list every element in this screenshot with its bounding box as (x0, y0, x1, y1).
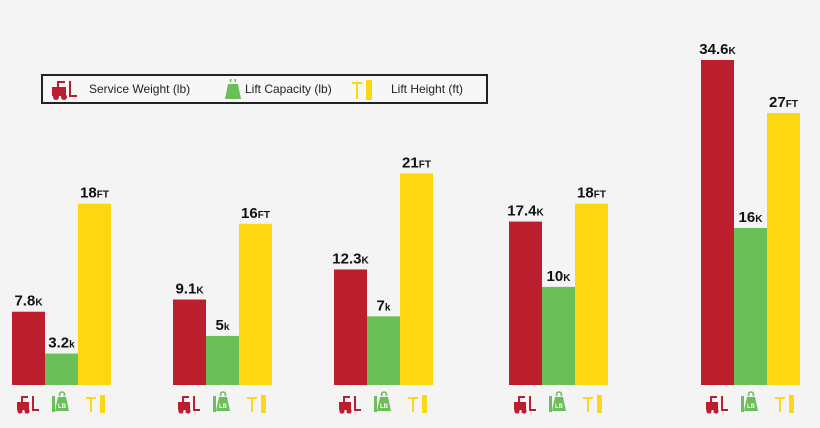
data-label-lift-height-4: 18FT (577, 185, 606, 202)
bar-lift-height-5 (767, 113, 800, 385)
data-label-lift-capacity-5: 16K (739, 209, 764, 226)
chart-legend: Service Weight (lb) Lift Capacity (lb) L… (41, 74, 488, 104)
bar-lift-capacity-1 (45, 353, 78, 385)
bar-lift-height-2 (239, 223, 272, 385)
weight-lb-icon (225, 79, 241, 99)
data-label-service-weight-3: 12.3K (332, 250, 369, 267)
axis-lift-mast-icon-4 (583, 395, 602, 413)
data-label-lift-height-1: 18FT (80, 185, 109, 202)
data-label-service-weight-4: 17.4K (507, 203, 544, 220)
bar-service-weight-4 (509, 221, 542, 385)
data-label-lift-capacity-2: 5k (216, 317, 230, 334)
forklift-icon (52, 81, 77, 100)
bar-lift-height-4 (575, 203, 608, 385)
bar-lift-capacity-3 (367, 316, 400, 385)
data-label-lift-height-5: 27FT (769, 94, 798, 111)
axis-forklift-icon-4 (514, 396, 536, 414)
axis-lift-mast-icon-5 (775, 395, 794, 413)
bar-lift-capacity-4 (542, 286, 575, 385)
axis-weight-lb-icon-1: LB (52, 391, 69, 412)
legend-label-service-weight: Service Weight (lb) (89, 82, 191, 96)
bar-lift-height-1 (78, 203, 111, 385)
bar-service-weight-1 (12, 311, 45, 385)
bar-lift-capacity-2 (206, 335, 239, 385)
lift-mast-icon (352, 80, 372, 100)
svg-text:LB: LB (380, 404, 389, 410)
axis-forklift-icon-2 (178, 396, 200, 414)
axis-weight-lb-icon-4: LB (549, 391, 566, 412)
axis-lift-mast-icon-1 (86, 395, 105, 413)
bar-service-weight-5 (701, 60, 734, 385)
bar-lift-capacity-5 (734, 228, 767, 385)
axis-lift-mast-icon-3 (408, 395, 427, 413)
bar-lift-height-3 (400, 173, 433, 385)
data-label-lift-capacity-1: 3.2k (48, 335, 75, 352)
axis-forklift-icon-3 (339, 396, 361, 414)
svg-text:LB: LB (747, 404, 756, 410)
data-label-service-weight-5: 34.6K (699, 41, 736, 58)
axis-forklift-icon-1 (17, 396, 39, 414)
axis-forklift-icon-5 (706, 396, 728, 414)
axis-weight-lb-icon-5: LB (741, 391, 758, 412)
bar-service-weight-2 (173, 299, 206, 385)
svg-text:LB: LB (219, 404, 228, 410)
legend-label-lift-height: Lift Height (ft) (391, 82, 464, 96)
axis-lift-mast-icon-2 (247, 395, 266, 413)
data-label-lift-height-3: 21FT (402, 154, 431, 171)
data-label-lift-capacity-3: 7k (377, 297, 391, 314)
svg-text:LB: LB (58, 404, 67, 410)
axis-weight-lb-icon-3: LB (374, 391, 391, 412)
legend-label-lift-capacity: Lift Capacity (lb) (245, 82, 332, 96)
axis-weight-lb-icon-2: LB (213, 391, 230, 412)
data-label-service-weight-1: 7.8K (14, 293, 43, 310)
svg-text:LB: LB (555, 404, 564, 410)
data-label-service-weight-2: 9.1K (175, 281, 204, 298)
bar-service-weight-3 (334, 269, 367, 385)
data-label-lift-capacity-4: 10K (547, 268, 572, 285)
data-label-lift-height-2: 16FT (241, 205, 270, 222)
